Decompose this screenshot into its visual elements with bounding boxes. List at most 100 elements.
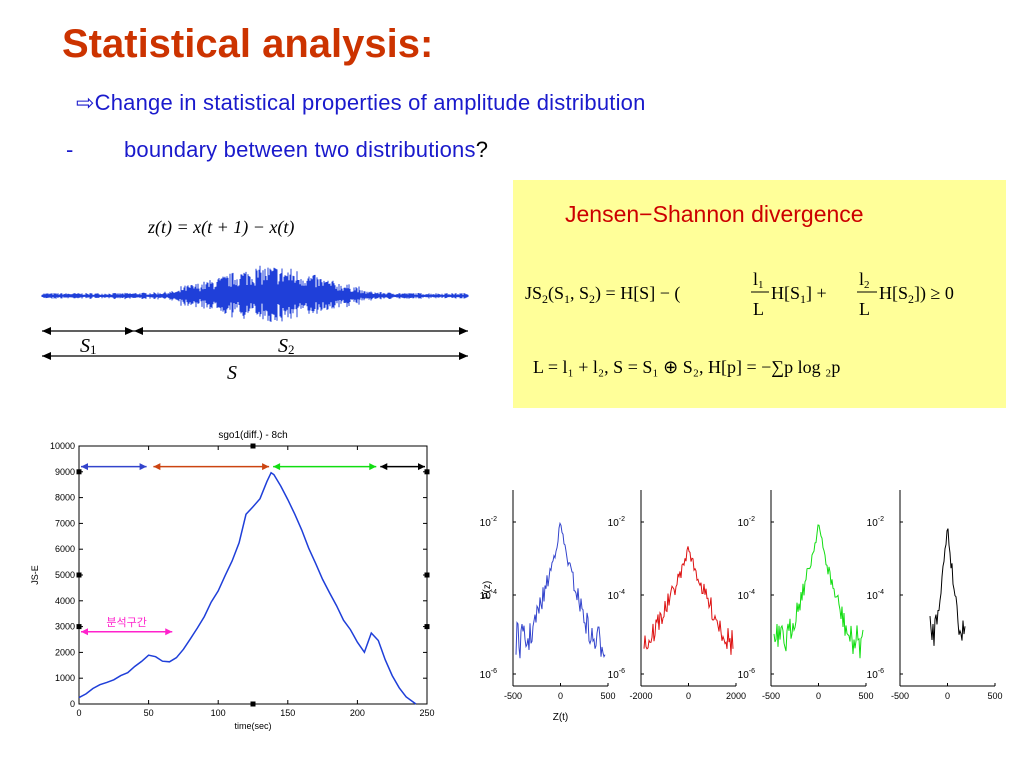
s2-arrow-right-head	[459, 327, 468, 335]
x-tick-label: 250	[419, 708, 434, 718]
y-tick-label: 0	[70, 699, 75, 709]
amplitude-signal	[41, 265, 469, 322]
y-axis-label: JS-E	[30, 565, 40, 585]
distribution-trace	[515, 521, 606, 659]
panel-x-tick-label: 2000	[726, 691, 746, 701]
segment-arrow-head	[273, 463, 281, 471]
z-definition: z(t) = x(t + 1) − x(t)	[147, 217, 294, 238]
segment-arrow-head	[153, 463, 161, 471]
s-arrow-right-head	[459, 352, 468, 360]
panel-x-tick-label: 0	[816, 691, 821, 701]
js-e-chart: sgo1(diff.) - 8ch01000200030004000500060…	[30, 430, 435, 731]
js-e-line	[78, 471, 417, 705]
panel-y-tick-label: 10-2	[480, 516, 497, 529]
distribution-trace	[929, 528, 966, 646]
y-tick-label: 9000	[55, 467, 75, 477]
frame-marker	[250, 701, 256, 707]
y-tick-label: 7000	[55, 518, 75, 528]
distribution-trace	[773, 524, 864, 659]
segment-arrow-head	[418, 463, 425, 471]
frame-marker	[250, 443, 256, 449]
panel-x-tick-label: -2000	[629, 691, 652, 701]
y-tick-label: 10000	[50, 441, 75, 451]
y-tick-label: 6000	[55, 544, 75, 554]
zt-axis-label: Z(t)	[553, 712, 569, 723]
distribution-trace	[643, 546, 734, 655]
pz-axis-label: P(z)	[482, 581, 493, 599]
bullet-1-text: Change in statistical properties of ampl…	[94, 90, 646, 115]
y-tick-label: 5000	[55, 570, 75, 580]
frac2-num: l2	[859, 269, 870, 291]
x-axis-label: time(sec)	[234, 721, 271, 731]
panel-x-tick-label: 500	[987, 691, 1002, 701]
x-tick-label: 50	[144, 708, 154, 718]
js-eq2: L = l₁ + l₂, S = S₁ ⊕ S₂, H[p] = −∑p log…	[533, 357, 840, 377]
segment-arrow-head	[139, 463, 147, 471]
frac1-den: L	[753, 299, 764, 319]
plot-frame	[78, 445, 428, 705]
bullet-2-question: ?	[475, 137, 489, 162]
js-equations: JS2(S1, S2) = H[S] − ( l1 L H[S1] + l2 L…	[525, 269, 954, 377]
s-arrow-left-head	[42, 352, 51, 360]
x-tick-label: 100	[211, 708, 226, 718]
panel-y-tick-label: 10-6	[867, 668, 884, 681]
frac1-num: l1	[753, 269, 764, 291]
chart-title: sgo1(diff.) - 8ch	[218, 430, 287, 441]
panel-y-tick-label: 10-4	[480, 589, 497, 602]
s-label: S	[227, 362, 237, 384]
segment-arrow-head	[262, 463, 270, 471]
s2-label: S2	[278, 335, 295, 357]
y-tick-label: 8000	[55, 493, 75, 503]
distribution-panels: P(z) Z(t) 10-2 10-4 10-6 -500 0 500 10-2 10-4 10-6…	[480, 490, 1003, 723]
frame-marker	[424, 572, 430, 578]
y-tick-label: 4000	[55, 596, 75, 606]
js-eq1-end: H[S2]) ≥ 0	[879, 283, 954, 306]
waveform-trace	[41, 265, 469, 322]
panel-y-tick-label: 10-6	[738, 668, 755, 681]
analysis-arrow-head	[165, 628, 173, 636]
panel-x-tick-label: -500	[504, 691, 522, 701]
bullet-arrow-icon: ⇨	[76, 90, 95, 115]
panel-x-tick-label: 500	[600, 691, 615, 701]
segment-arrow-head	[81, 463, 88, 471]
analysis-label: 분석구간	[106, 616, 146, 629]
frame-marker	[424, 469, 430, 475]
panel-x-tick-label: -500	[762, 691, 780, 701]
panel-y-tick-label: 10-4	[867, 589, 884, 602]
y-tick-label: 1000	[55, 673, 75, 683]
signal-diagram: z(t) = x(t + 1) − x(t) S1 S2 S	[41, 217, 469, 384]
frame-marker	[76, 624, 82, 630]
x-tick-label: 200	[350, 708, 365, 718]
panel-x-tick-label: 0	[686, 691, 691, 701]
segment-arrow-head	[380, 463, 388, 471]
frame-marker	[76, 469, 82, 475]
s2-arrow-left-head	[134, 327, 143, 335]
panel-y-tick-label: 10-2	[738, 516, 755, 529]
panel-y-tick-label: 10-6	[480, 668, 497, 681]
panel-x-tick-label: 0	[945, 691, 950, 701]
panel-x-tick-label: 500	[858, 691, 873, 701]
frac2-den: L	[859, 299, 870, 319]
bullet-1: ⇨Change in statistical properties of amp…	[76, 90, 646, 116]
js-divergence-box	[513, 180, 1006, 408]
s1-label: S1	[80, 335, 97, 357]
x-tick-label: 150	[280, 708, 295, 718]
y-tick-label: 3000	[55, 622, 75, 632]
x-tick-label: 0	[76, 708, 81, 718]
s1-arrow-left-head	[42, 327, 51, 335]
bullet-2-text: boundary between two distributions	[124, 137, 476, 162]
panel-x-tick-label: 0	[558, 691, 563, 701]
js-eq1: JS2(S1, S2) = H[S] − (	[525, 283, 680, 306]
panel-x-tick-label: -500	[891, 691, 909, 701]
panel-y-tick-label: 10-2	[608, 516, 625, 529]
panel-y-tick-label: 10-2	[867, 516, 884, 529]
bullet-2: - boundary between two distributions?	[66, 137, 488, 163]
analysis-arrow-head	[81, 628, 88, 636]
slide-title: Statistical analysis:	[62, 22, 434, 66]
js-eq1-mid: H[S1] +	[771, 283, 827, 306]
bullet-dash-icon: -	[66, 137, 74, 162]
panel-y-tick-label: 10-6	[608, 668, 625, 681]
panel-y-tick-label: 10-4	[608, 589, 625, 602]
y-tick-label: 2000	[55, 647, 75, 657]
js-title: Jensen−Shannon divergence	[565, 201, 864, 227]
